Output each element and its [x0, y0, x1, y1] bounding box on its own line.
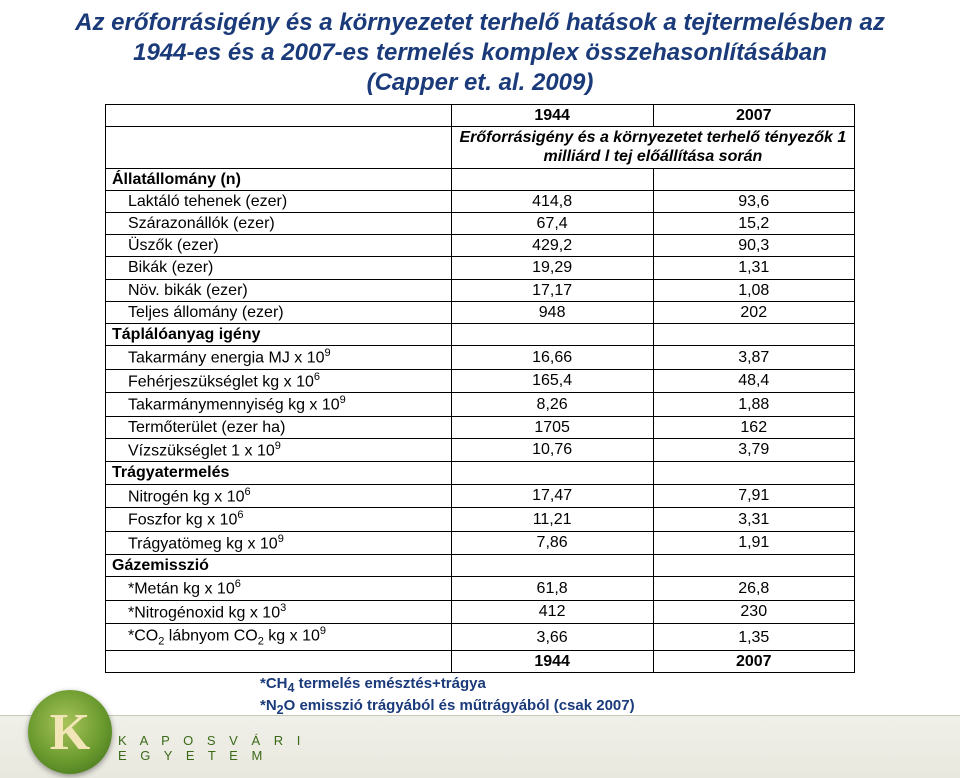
table-row: Trágyatermelés	[106, 462, 855, 484]
table-row: Teljes állomány (ezer)948202	[106, 301, 855, 323]
table-row: Fehérjeszükséglet kg x 106165,448,4	[106, 369, 855, 393]
title-line-1: Az erőforrásigény és a környezetet terhe…	[75, 9, 885, 36]
table-row: Trágyatömeg kg x 1097,861,91	[106, 531, 855, 555]
table-row: *Metán kg x 10661,826,8	[106, 577, 855, 601]
footer-bar: K A P O S V Á R I E G Y E T E M	[0, 715, 960, 778]
subheading-row: Erőforrásigény és a környezetet terhelő …	[106, 127, 855, 168]
table-row: Növ. bikák (ezer)17,171,08	[106, 279, 855, 301]
table-row: Takarmány energia MJ x 10916,663,87	[106, 346, 855, 370]
title-line-2: 1944-es és a 2007-es termelés komplex ös…	[133, 39, 827, 66]
table-row: Táplálóanyag igény	[106, 323, 855, 345]
table-row: Bikák (ezer)19,291,31	[106, 257, 855, 279]
university-logo: K	[28, 690, 112, 774]
table-row: Laktáló tehenek (ezer)414,893,6	[106, 190, 855, 212]
year-1944: 1944	[451, 105, 653, 127]
table-row: Takarmánymennyiség kg x 1098,261,88	[106, 393, 855, 417]
year-2007: 2007	[653, 105, 854, 127]
university-label: K A P O S V Á R I E G Y E T E M	[118, 733, 305, 764]
table-row: *CO2 lábnyom CO2 kg x 1093,661,35	[106, 624, 855, 651]
table-row: Gázemisszió	[106, 555, 855, 577]
table-row: Állatállomány (n)	[106, 168, 855, 190]
table-row: Szárazonállók (ezer)67,415,2	[106, 212, 855, 234]
footnote-line: *CH4 termelés emésztés+trágya	[260, 675, 960, 697]
title-line-3: (Capper et. al. 2009)	[367, 69, 594, 96]
subheading-text: Erőforrásigény és a környezetet terhelő …	[451, 127, 854, 168]
table-row: Vízszükséglet 1 x 10910,763,79	[106, 438, 855, 462]
comparison-table: 1944 2007 Erőforrásigény és a környezete…	[105, 104, 855, 673]
page-title: Az erőforrásigény és a környezetet terhe…	[0, 0, 960, 98]
logo-letter: K	[50, 703, 90, 762]
table-row: *Nitrogénoxid kg x 103412230	[106, 600, 855, 624]
table-row: Nitrogén kg x 10617,477,91	[106, 484, 855, 508]
table-row: Termőterület (ezer ha)1705162	[106, 416, 855, 438]
year-row-bottom: 1944 2007	[106, 650, 855, 672]
year-row-top: 1944 2007	[106, 105, 855, 127]
table-row: Üszők (ezer)429,290,3	[106, 235, 855, 257]
table-row: Foszfor kg x 10611,213,31	[106, 508, 855, 532]
